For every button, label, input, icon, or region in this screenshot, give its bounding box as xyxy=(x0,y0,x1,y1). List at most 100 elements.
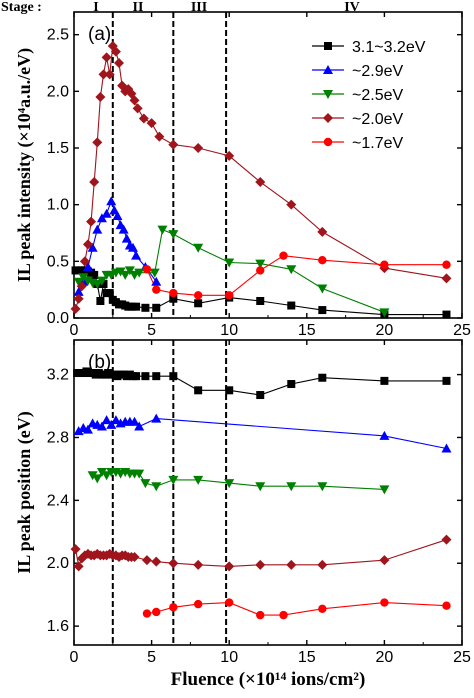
data-point xyxy=(442,601,451,610)
y-tick-label: 1.0 xyxy=(47,197,69,214)
data-point xyxy=(287,380,296,389)
data-point xyxy=(92,474,103,484)
x-tick-label: 25 xyxy=(453,322,471,339)
data-point xyxy=(193,599,203,609)
data-point xyxy=(82,239,93,250)
data-point xyxy=(256,266,265,275)
data-point xyxy=(131,250,142,260)
data-point xyxy=(82,424,93,434)
data-point xyxy=(132,302,141,311)
data-point xyxy=(118,224,129,234)
data-point xyxy=(279,610,288,620)
data-point xyxy=(317,284,328,294)
data-point xyxy=(70,303,81,314)
data-point xyxy=(286,482,297,492)
data-point xyxy=(127,242,138,252)
stage-name: IV xyxy=(344,0,360,15)
data-point xyxy=(76,281,87,292)
y-tick-label: 2.0 xyxy=(47,83,69,100)
data-point xyxy=(79,256,90,267)
data-point xyxy=(279,251,288,260)
legend-marker xyxy=(323,65,333,74)
data-point xyxy=(114,58,125,68)
data-point xyxy=(286,199,297,210)
data-point xyxy=(104,69,115,80)
data-point xyxy=(101,471,112,481)
stage-name: III xyxy=(191,0,207,15)
data-point xyxy=(224,258,235,268)
data-point xyxy=(286,265,297,275)
x-tick-label: 0 xyxy=(70,649,79,666)
data-point xyxy=(380,598,389,607)
data-point xyxy=(90,270,99,279)
data-point xyxy=(101,208,112,218)
data-point xyxy=(96,468,107,478)
x-tick-label: 25 xyxy=(453,649,471,666)
data-point xyxy=(152,607,161,617)
data-point xyxy=(168,558,179,569)
y-tick-label: 1.5 xyxy=(47,140,69,157)
legend-entry-label: 3.1~3.2eV xyxy=(352,39,426,56)
data-point xyxy=(99,280,108,288)
legend-entry-label: ~2.5eV xyxy=(352,87,403,104)
data-point xyxy=(224,479,235,489)
data-point xyxy=(379,485,390,495)
data-point xyxy=(82,276,93,286)
x-tick-label: 10 xyxy=(220,649,238,666)
data-point xyxy=(138,113,149,124)
data-point xyxy=(379,430,390,440)
legend-entry-label: ~2.9eV xyxy=(352,63,403,80)
data-point xyxy=(194,299,203,308)
data-point xyxy=(225,386,234,395)
data-point xyxy=(287,301,296,310)
data-point xyxy=(101,415,112,425)
data-point xyxy=(140,479,151,489)
data-point xyxy=(105,289,114,298)
data-point xyxy=(141,555,152,566)
data-point xyxy=(151,556,162,567)
data-point xyxy=(141,303,150,312)
data-point xyxy=(151,482,162,492)
data-point xyxy=(95,92,106,102)
x-tick-label: 0 xyxy=(70,322,79,339)
legend-entry-label: ~1.7eV xyxy=(352,135,403,152)
data-point xyxy=(256,610,265,620)
y-tick-label: 2.4 xyxy=(47,492,69,509)
legend-marker xyxy=(323,90,333,99)
y-axis-label: IL peak position (eV) xyxy=(14,411,35,574)
data-point xyxy=(89,177,100,187)
data-point xyxy=(121,233,132,243)
stage-name: II xyxy=(133,0,144,15)
data-point xyxy=(151,413,162,423)
y-tick-label: 2.5 xyxy=(47,27,69,44)
y-tick-label: 2.0 xyxy=(47,555,69,572)
data-point xyxy=(142,265,152,274)
data-point xyxy=(193,475,204,485)
data-point xyxy=(73,426,84,436)
data-point xyxy=(127,302,136,311)
x-tick-label: 10 xyxy=(220,322,238,339)
data-point xyxy=(110,415,121,425)
data-point xyxy=(96,297,105,305)
data-point xyxy=(318,256,327,265)
data-point xyxy=(255,259,266,269)
data-point xyxy=(193,291,203,300)
data-point xyxy=(152,372,161,381)
data-point xyxy=(132,103,143,114)
data-point xyxy=(151,276,162,286)
y-tick-label: 0.0 xyxy=(47,310,69,327)
data-point xyxy=(255,559,266,570)
series-line-5 xyxy=(146,602,447,616)
data-point xyxy=(106,196,117,206)
data-point xyxy=(78,273,89,283)
data-point xyxy=(96,213,107,223)
data-point xyxy=(380,260,389,269)
data-point xyxy=(98,69,109,80)
data-point xyxy=(110,46,121,57)
data-point xyxy=(115,267,126,277)
data-point xyxy=(82,262,93,271)
legend-marker xyxy=(324,42,332,50)
data-point xyxy=(141,372,150,381)
data-point xyxy=(152,285,161,294)
